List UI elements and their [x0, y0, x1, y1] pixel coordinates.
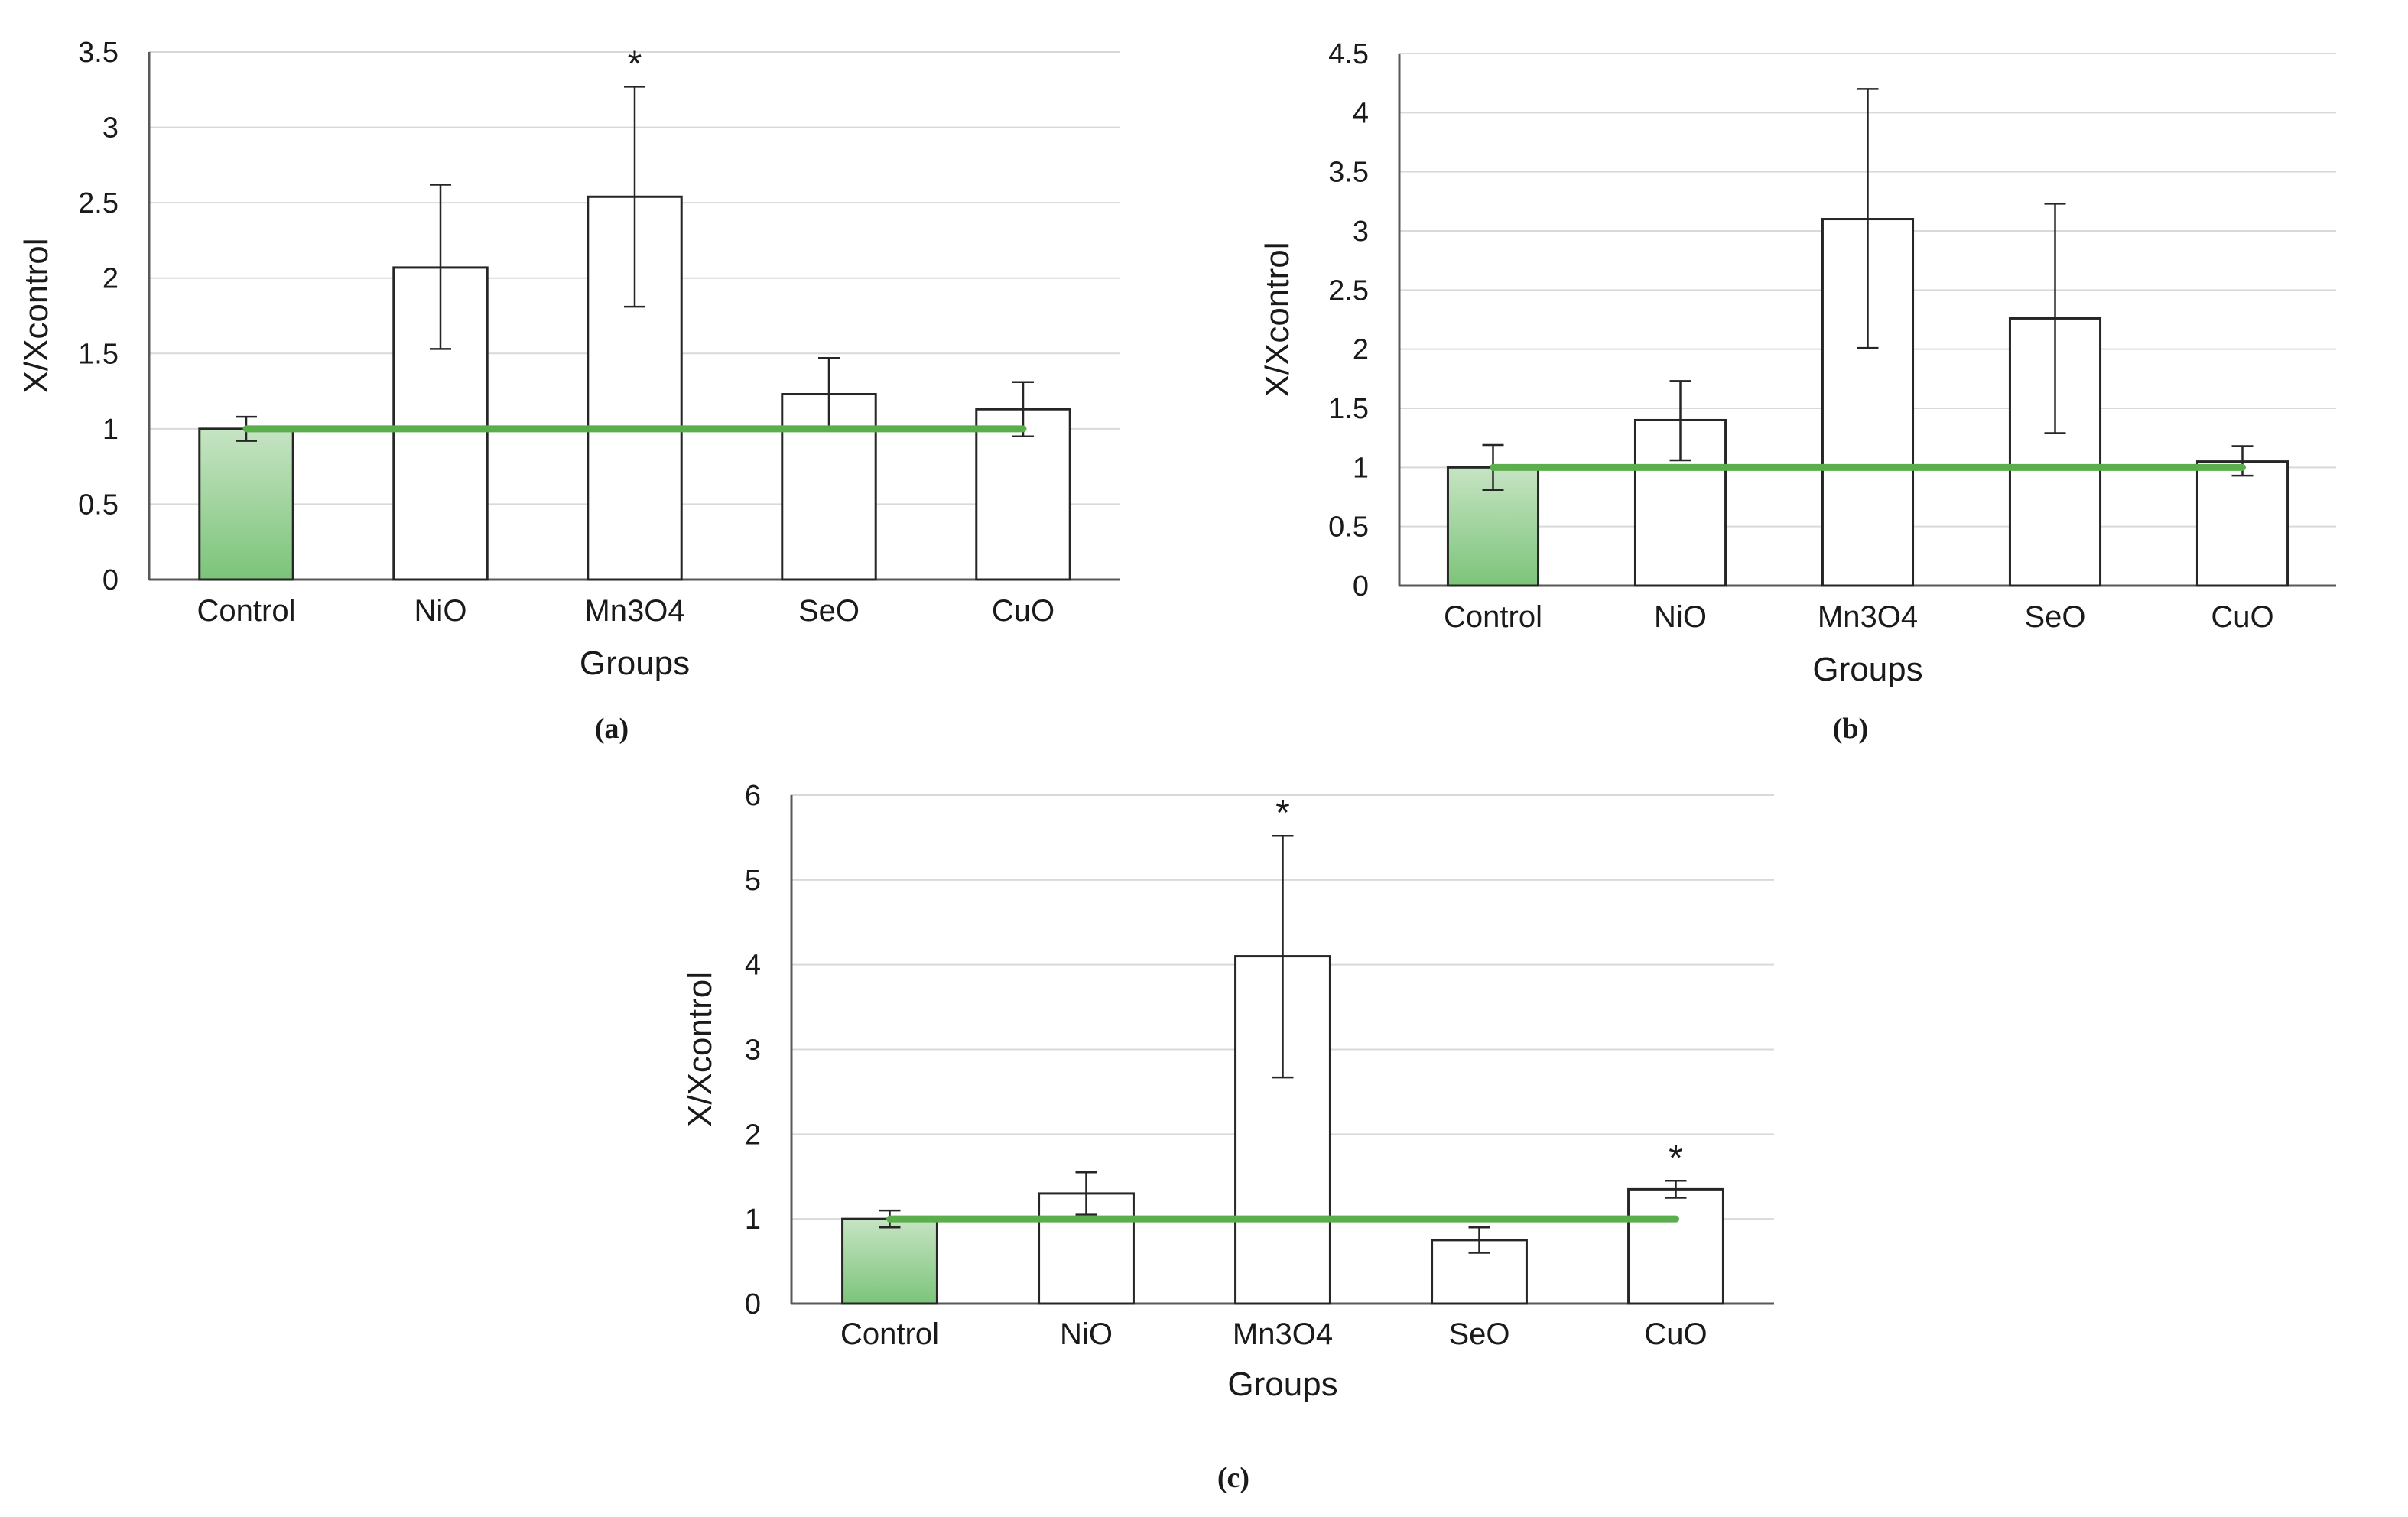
y-tick-label: 4 [1353, 97, 1369, 129]
x-tick-label: SeO [798, 594, 860, 628]
y-tick-label: 3.5 [1328, 157, 1369, 189]
x-tick-label: CuO [992, 594, 1055, 628]
y-tick-label: 4.5 [1328, 38, 1369, 70]
x-tick-label: Control [197, 594, 296, 628]
y-tick-label: 0 [102, 564, 119, 596]
error-bar-mn3o4 [624, 86, 645, 308]
bar-cuo [2195, 460, 2289, 587]
panel-caption: (c) [1217, 1462, 1249, 1494]
x-tick-label: Control [840, 1317, 939, 1351]
significance-mark: * [1275, 793, 1290, 833]
y-tick-label: 0.5 [78, 489, 119, 521]
error-bar-seo [2044, 203, 2066, 434]
x-tick-label: CuO [1644, 1317, 1707, 1351]
x-tick-label: SeO [2024, 600, 2085, 634]
y-tick-label: 6 [745, 780, 761, 812]
error-bar-cuo [1665, 1180, 1687, 1199]
y-tick-label: 2 [745, 1119, 761, 1151]
error-bar-mn3o4 [1272, 834, 1294, 1079]
y-tick-label: 2 [102, 263, 119, 295]
y-tick-label: 4 [745, 950, 761, 982]
error-bar-nio [1669, 380, 1691, 462]
bar-cuo [1627, 1187, 1724, 1305]
error-bar-nio [430, 184, 451, 350]
y-axis-label: X/Xcontrol [18, 239, 55, 394]
y-tick-label: 5 [745, 865, 761, 897]
panel-caption: (b) [1833, 713, 1868, 745]
error-bar-mn3o4 [1857, 88, 1879, 349]
y-tick-label: 0 [1353, 570, 1369, 603]
y-tick-label: 3 [102, 112, 119, 145]
x-tick-label: Mn3O4 [584, 594, 684, 628]
bar-control [841, 1217, 938, 1305]
error-bar-nio [1075, 1171, 1097, 1216]
bar-control [198, 427, 294, 581]
x-tick-label: Mn3O4 [1818, 600, 1918, 634]
y-axis-label: X/Xcontrol [681, 972, 719, 1127]
x-axis-label: Groups [580, 645, 690, 682]
chart-panel-a: 0 0.5 1 1.5 2 2.5 3 3.5 Control NiO * Mn3O4 SeO CuO Gr… [18, 37, 1120, 745]
x-tick-label: NiO [1654, 600, 1707, 634]
y-tick-label: 0 [745, 1288, 761, 1320]
x-axis-label: Groups [1812, 651, 1922, 688]
x-tick-label: NiO [1060, 1317, 1113, 1351]
y-tick-label: 1 [102, 414, 119, 446]
y-tick-label: 2.5 [78, 187, 119, 219]
x-tick-label: SeO [1448, 1317, 1509, 1351]
y-tick-label: 1 [745, 1204, 761, 1236]
error-bar-seo [1468, 1226, 1490, 1254]
x-tick-label: NiO [414, 594, 467, 628]
x-tick-label: Mn3O4 [1233, 1317, 1333, 1351]
x-tick-label: Control [1444, 600, 1542, 634]
y-axis-label: X/Xcontrol [1259, 242, 1296, 398]
y-tick-label: 0.5 [1328, 512, 1369, 544]
y-tick-label: 3.5 [78, 37, 119, 69]
significance-mark: * [1669, 1138, 1683, 1178]
significance-mark: * [628, 44, 642, 84]
chart-panel-c: 0 1 2 3 4 5 6 Control NiO * Mn3O4 SeO * CuO Groups X/Xc… [681, 780, 1774, 1494]
y-tick-label: 2.5 [1328, 274, 1369, 307]
y-tick-label: 1.5 [1328, 393, 1369, 425]
y-tick-label: 1.5 [78, 338, 119, 370]
chart-panel-b: 0 0.5 1 1.5 2 2.5 3 3.5 4 4.5 Control NiO Mn3O4 SeO Cu… [1259, 38, 2336, 745]
x-tick-label: CuO [2211, 600, 2273, 634]
y-tick-label: 1 [1353, 452, 1369, 484]
x-axis-label: Groups [1227, 1366, 1337, 1403]
y-tick-label: 3 [745, 1035, 761, 1067]
y-tick-label: 2 [1353, 334, 1369, 366]
y-tick-label: 3 [1353, 216, 1369, 248]
panel-caption: (a) [595, 713, 629, 745]
